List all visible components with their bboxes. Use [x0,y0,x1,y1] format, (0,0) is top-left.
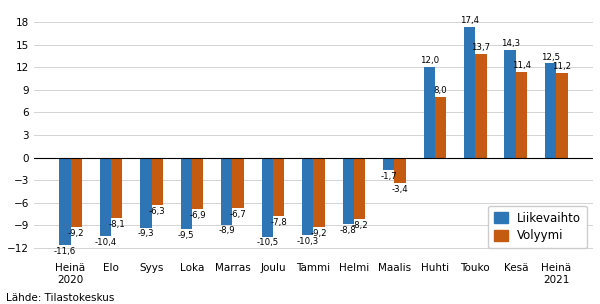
Text: 17,4: 17,4 [460,16,479,25]
Text: -1,7: -1,7 [380,172,397,181]
Bar [383,157,394,170]
Bar [545,64,556,157]
Text: -9,3: -9,3 [137,230,154,238]
Bar [152,157,163,205]
Bar [111,157,122,219]
Bar [140,157,152,227]
Bar [556,73,568,157]
Text: -9,2: -9,2 [68,229,85,238]
Text: -3,4: -3,4 [392,185,409,194]
Bar [302,157,313,235]
Text: 13,7: 13,7 [472,43,491,53]
Bar [394,157,406,183]
Text: -8,1: -8,1 [109,220,125,229]
Text: -6,3: -6,3 [149,207,166,216]
Text: 8,0: 8,0 [434,86,448,95]
Bar [424,67,435,157]
Bar [181,157,192,229]
Bar [343,157,354,224]
Text: 11,2: 11,2 [553,62,572,71]
Text: 14,3: 14,3 [500,39,520,48]
Bar [475,54,487,157]
Text: -6,9: -6,9 [190,211,206,220]
Text: -11,6: -11,6 [54,247,76,256]
Bar [232,157,244,208]
Text: -8,2: -8,2 [351,221,368,230]
Text: -8,9: -8,9 [218,226,235,235]
Bar [262,157,273,237]
Bar [464,26,475,157]
Text: -9,2: -9,2 [311,229,328,238]
Bar [59,157,71,245]
Text: -7,8: -7,8 [270,218,287,227]
Bar [435,97,446,157]
Text: -6,7: -6,7 [230,210,247,219]
Text: -9,5: -9,5 [178,231,194,240]
Text: 12,0: 12,0 [419,56,439,65]
Bar [221,157,232,224]
Text: -10,3: -10,3 [296,237,319,246]
Legend: Liikevaihto, Volyymi: Liikevaihto, Volyymi [488,206,587,248]
Bar [71,157,82,227]
Bar [100,157,111,236]
Bar [192,157,203,209]
Text: 11,4: 11,4 [512,61,531,70]
Text: -10,5: -10,5 [256,238,278,247]
Text: 12,5: 12,5 [541,53,560,61]
Bar [505,50,516,157]
Bar [313,157,325,227]
Text: Lähde: Tilastokeskus: Lähde: Tilastokeskus [6,293,115,303]
Text: -10,4: -10,4 [94,238,116,247]
Bar [354,157,365,219]
Bar [516,72,527,157]
Bar [273,157,284,216]
Text: -8,8: -8,8 [340,226,356,235]
